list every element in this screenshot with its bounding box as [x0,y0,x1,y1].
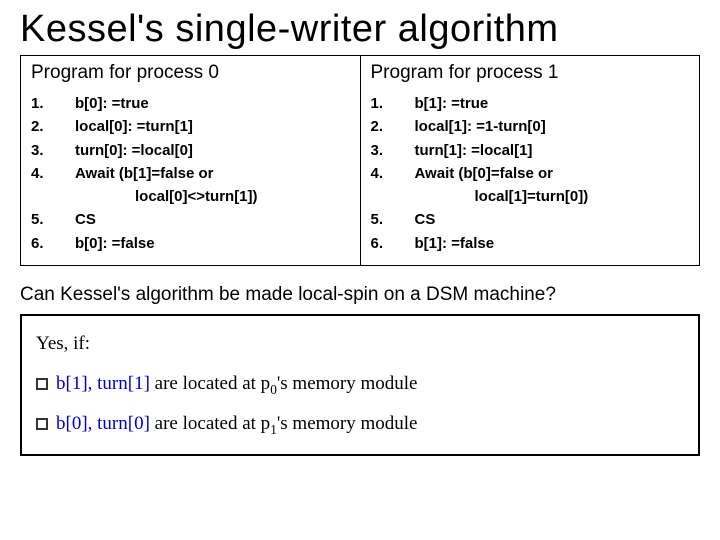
bullet-icon [36,418,48,430]
col1-steps: 1.b[1]: =true 2.local[1]: =1-turn[0] 3.t… [371,92,690,255]
answer-item-1: b[1], turn[1] are located at p0's memory… [36,366,684,402]
step-text: Await (b[1]=false or [75,162,350,185]
step-text: CS [75,208,350,231]
col1-header: Program for process 1 [371,62,690,84]
answer-1-txt: are located at p [150,373,270,394]
question-text: Can Kessel's algorithm be made local-spi… [20,284,700,306]
step-text: turn[0]: =local[0] [75,139,350,162]
step-text: CS [415,208,690,231]
step-text: Await (b[0]=false or [415,162,690,185]
step-num [31,185,75,208]
step-num: 4. [31,162,75,185]
step-text: b[0]: =false [75,232,350,255]
answer-1-hl: b[1], turn[1] [56,373,150,394]
answer-item-2: b[0], turn[0] are located at p1's memory… [36,406,684,442]
step-num: 3. [371,139,415,162]
step-num: 6. [371,232,415,255]
step-text: b[1]: =true [415,92,690,115]
step-text: b[1]: =false [415,232,690,255]
step-text: local[0]: =turn[1] [75,115,350,138]
col0-header: Program for process 0 [31,62,350,84]
step-num: 2. [31,115,75,138]
step-text: b[0]: =true [75,92,350,115]
step-num: 1. [371,92,415,115]
answer-2-sub: 1 [270,422,277,437]
step-num: 6. [31,232,75,255]
step-num: 1. [31,92,75,115]
answer-1-tail: 's memory module [277,373,418,394]
step-num [371,185,415,208]
program-columns: Program for process 0 1.b[0]: =true 2.lo… [20,55,700,266]
column-process-0: Program for process 0 1.b[0]: =true 2.lo… [20,55,361,266]
answer-2-txt: are located at p [150,413,270,434]
answer-1-sub: 0 [270,382,277,397]
step-num: 5. [371,208,415,231]
bullet-icon [36,378,48,390]
step-text-cont: local[1]=turn[0]) [415,185,690,208]
step-num: 2. [371,115,415,138]
col0-steps: 1.b[0]: =true 2.local[0]: =turn[1] 3.tur… [31,92,350,255]
column-process-1: Program for process 1 1.b[1]: =true 2.lo… [361,55,701,266]
step-num: 5. [31,208,75,231]
slide-title: Kessel's single-writer algorithm [20,8,700,51]
answer-2-tail: 's memory module [277,413,418,434]
answer-2-hl: b[0], turn[0] [56,413,150,434]
step-num: 4. [371,162,415,185]
step-text-cont: local[0]<>turn[1]) [75,185,350,208]
answer-lead: Yes, if: [36,326,684,362]
answer-box: Yes, if: b[1], turn[1] are located at p0… [20,314,700,456]
step-text: turn[1]: =local[1] [415,139,690,162]
step-num: 3. [31,139,75,162]
step-text: local[1]: =1-turn[0] [415,115,690,138]
